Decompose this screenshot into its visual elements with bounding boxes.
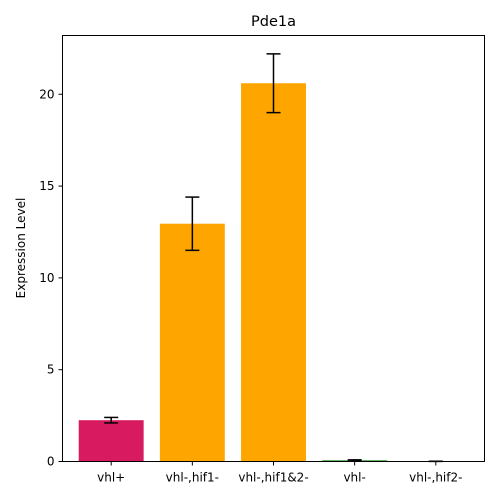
bars-layer [78,83,469,462]
bar-1 [78,420,144,462]
y-tick-label: 15 [39,179,54,193]
x-tick-label: vhl-,hif2- [409,471,462,485]
error-bar-2 [185,196,200,252]
x-axis-ticks: vhl+ vhl-,hif1- vhl-,hif1&2- vhl-vhl-,hif2- [97,461,462,485]
error-bar-4 [347,459,362,462]
y-tick-label: 5 [47,363,55,377]
y-tick-label: 0 [47,455,55,469]
x-tick-label: vhl-,hif1- [166,471,219,485]
y-tick-label: 20 [39,87,54,101]
x-tick-label: vhl+ [97,471,125,485]
y-axis-label: Expression Level [14,198,28,299]
x-tick-label: vhl- [343,471,365,485]
y-axis-ticks: 0 5 10 15 20 [39,87,63,469]
chart-title: Pde1a [251,14,296,30]
bar-2 [159,223,225,462]
error-bar-3 [266,53,281,114]
y-tick-label: 10 [39,271,54,285]
bar-3 [241,83,306,462]
x-tick-label: vhl-,hif1&2- [238,471,308,485]
error-bar-1 [104,416,119,424]
